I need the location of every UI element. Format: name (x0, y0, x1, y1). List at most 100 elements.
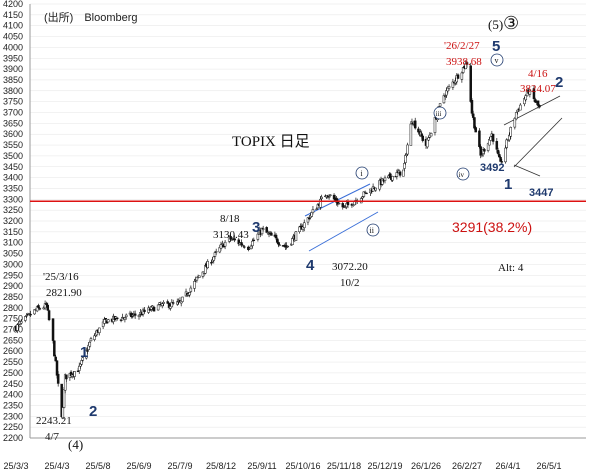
candle (47, 309, 51, 322)
wedge-low-connector (513, 164, 541, 177)
candle (513, 116, 517, 130)
candle (421, 134, 425, 143)
y-tick-label: 3950 (3, 53, 23, 63)
candle (456, 73, 460, 80)
candle (169, 303, 172, 311)
x-tick-label: 25/5/8 (85, 461, 110, 471)
candle (124, 313, 128, 320)
candle (16, 323, 19, 334)
candle (98, 327, 101, 336)
axis-layer (29, 4, 586, 439)
candle (398, 171, 402, 178)
candle (123, 316, 127, 323)
y-tick-label: 3900 (3, 64, 23, 74)
y-tick-label: 3350 (3, 183, 23, 193)
x-tick-label: 26/4/1 (495, 461, 520, 471)
x-tick-label: 26/2/27 (452, 461, 482, 471)
y-tick-label: 2250 (3, 422, 23, 432)
wave-2-label: 2 (89, 403, 97, 420)
candle (242, 244, 246, 249)
feb27-date: '26/2/27 (444, 40, 480, 52)
candle (261, 225, 265, 232)
candle (184, 288, 188, 297)
candle (474, 125, 477, 133)
candle (206, 259, 209, 270)
candle (252, 237, 256, 242)
mar16-date: '25/3/16 (43, 271, 79, 283)
candle (534, 97, 537, 103)
candle (46, 302, 49, 312)
y-tick-label: 3250 (3, 205, 23, 215)
candle (406, 142, 409, 156)
candle (516, 109, 519, 115)
x-tick-label: 25/11/18 (327, 461, 361, 471)
x-tick-label: 25/7/9 (167, 461, 192, 471)
candle (528, 88, 532, 98)
candle (233, 235, 236, 243)
candle (54, 354, 57, 362)
candle (29, 310, 32, 318)
candle (198, 275, 201, 278)
y-tick-label: 4200 (3, 0, 23, 9)
source-label: (出所) Bloomberg (44, 10, 138, 24)
candle (395, 169, 399, 180)
y-tick-label: 4050 (3, 32, 23, 42)
candle (237, 237, 241, 247)
wedge-lower-line (513, 117, 563, 168)
wave-3-label: 3 (252, 219, 260, 236)
x-tick-label: 26/1/26 (411, 461, 441, 471)
candle (35, 305, 39, 313)
svg-text:i: i (361, 169, 364, 178)
candle (311, 205, 315, 215)
subwave-iv-marker: iv (456, 167, 470, 181)
candle (167, 302, 171, 310)
candle (133, 310, 137, 319)
y-tick-label: 2300 (3, 411, 23, 421)
y-tick-label: 3750 (3, 97, 23, 107)
y-tick-label: 2650 (3, 335, 23, 345)
y-tick-label: 3650 (3, 118, 23, 128)
candle (536, 100, 540, 109)
candle (278, 242, 281, 247)
y-tick-label: 2200 (3, 433, 23, 443)
candle (270, 231, 273, 236)
candle (156, 304, 160, 311)
subwave-i-marker: i (355, 166, 369, 180)
candle (189, 285, 193, 294)
candle (160, 302, 164, 309)
wave-5-label: 5 (492, 38, 500, 55)
candle (249, 244, 253, 250)
x-tick-label: 25/3/3 (3, 461, 28, 471)
candle (342, 206, 346, 208)
y-tick-label: 2950 (3, 270, 23, 280)
candle (532, 85, 536, 102)
candle (294, 231, 298, 241)
corrective-wave-2-label: 2 (555, 74, 563, 91)
alt-label: Alt: 4 (498, 262, 524, 274)
candle (426, 138, 429, 149)
candle (469, 62, 472, 103)
candle (427, 135, 430, 142)
y-tick-label: 3800 (3, 86, 23, 96)
candle (33, 309, 36, 315)
candle (103, 316, 106, 326)
candle (223, 240, 227, 250)
low-date: 4/7 (45, 431, 60, 443)
candle (115, 317, 119, 321)
candle (65, 374, 68, 383)
channel-lower-line (308, 211, 379, 252)
candle (212, 256, 216, 264)
candle (256, 230, 260, 242)
candle (519, 103, 522, 111)
candle (170, 299, 174, 308)
y-tick-label: 3300 (3, 194, 23, 204)
candle (483, 147, 486, 155)
candle (162, 300, 165, 307)
candle (214, 248, 218, 256)
candle (470, 98, 474, 116)
candle (219, 241, 223, 251)
wave-4-label: 4 (306, 257, 315, 274)
candle (514, 112, 518, 121)
wave-5-paren-label: (5) (488, 17, 503, 32)
